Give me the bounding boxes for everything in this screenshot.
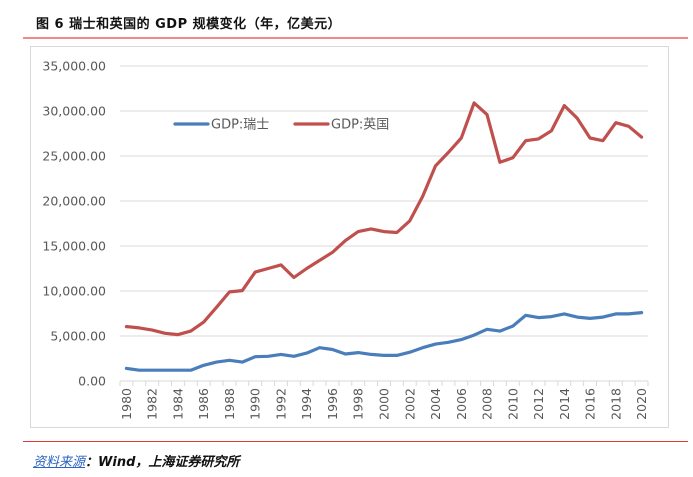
x-tick-label: 2016 <box>583 388 598 420</box>
x-tick-label: 1984 <box>170 388 185 420</box>
x-tick-label: 1998 <box>351 388 366 420</box>
y-tick-label: 15,000.00 <box>42 239 106 254</box>
x-tick-label: 2000 <box>377 388 392 420</box>
series-line-switzerland <box>124 311 644 372</box>
y-tick-label: 20,000.00 <box>42 194 106 209</box>
x-tick-label: 1994 <box>299 388 314 420</box>
source-text: Wind，上海证券研究所 <box>98 455 240 470</box>
x-tick-label: 1996 <box>325 388 340 420</box>
x-tick-label: 2010 <box>505 388 520 420</box>
source-separator: ： <box>85 455 99 470</box>
source-label[interactable]: 资料来源 <box>33 455 86 470</box>
series-line-uk <box>124 101 644 337</box>
gridlines <box>120 65 648 382</box>
y-tick-label: 30,000.00 <box>42 104 106 119</box>
x-tick-label: 2020 <box>634 388 649 420</box>
y-tick-label: 10,000.00 <box>42 284 106 299</box>
x-tick-label: 2012 <box>531 388 546 420</box>
figure-caption: 图 6 瑞士和英国的 GDP 规模变化（年，亿美元） <box>36 17 342 32</box>
x-tick-label: 1988 <box>222 388 237 420</box>
y-tick-label: 0.00 <box>78 374 106 389</box>
x-tick-label: 2006 <box>454 388 469 420</box>
caption-rule <box>23 37 688 39</box>
legend-label: GDP:英国 <box>331 118 389 133</box>
x-tick-label: 2014 <box>557 388 572 420</box>
source-note: 资料来源：Wind，上海证券研究所 <box>33 451 239 470</box>
y-axis-tick-labels: 0.00 5,000.00 10,000.00 15,000.00 20,000.00 2… <box>42 59 106 389</box>
x-tick-label: 2008 <box>480 388 495 420</box>
legend-label: GDP:瑞士 <box>211 118 269 133</box>
x-tick-label: 2002 <box>402 388 417 420</box>
x-tick-label: 1982 <box>145 388 160 420</box>
x-tick-label: 1986 <box>196 388 211 420</box>
y-tick-label: 5,000.00 <box>50 329 106 344</box>
x-tick-label: 1980 <box>119 388 134 420</box>
x-axis: 1980 1982 1984 1986 1988 1990 1992 1994 1996 1998… <box>119 381 649 420</box>
series-lines <box>124 101 644 372</box>
y-tick-label: 35,000.00 <box>42 59 106 74</box>
x-tick-label: 1992 <box>273 388 288 420</box>
x-tick-label: 2018 <box>608 388 623 420</box>
x-tick-label: 1990 <box>248 388 263 420</box>
y-tick-label: 25,000.00 <box>42 149 106 164</box>
source-rule <box>23 441 688 442</box>
legend: GDP:瑞士 GDP:英国 <box>173 118 389 133</box>
x-tick-label: 2004 <box>428 388 443 420</box>
